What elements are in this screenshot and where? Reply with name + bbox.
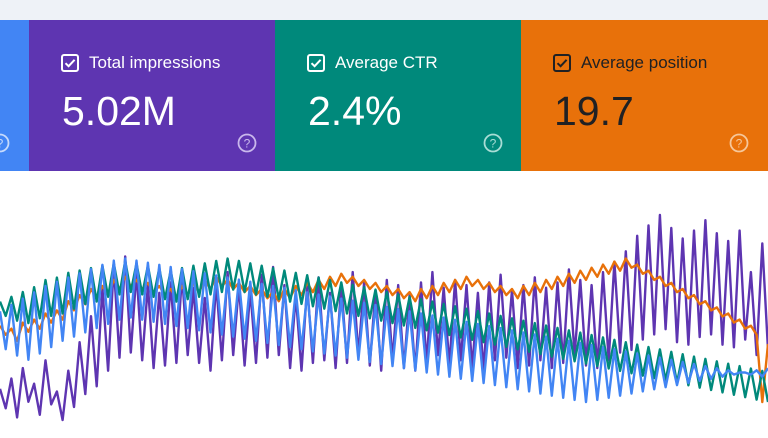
average-position-card[interactable]: Average position 19.7 ? bbox=[521, 20, 768, 171]
card-value: 19.7 bbox=[554, 88, 634, 134]
card-value: 5.02M bbox=[62, 88, 176, 134]
help-icon[interactable]: ? bbox=[482, 132, 504, 154]
svg-text:?: ? bbox=[0, 137, 4, 151]
help-icon[interactable]: ? bbox=[0, 132, 11, 154]
svg-text:?: ? bbox=[490, 137, 497, 151]
average-ctr-card[interactable]: Average CTR 2.4% ? bbox=[275, 20, 521, 171]
svg-text:?: ? bbox=[244, 137, 251, 151]
svg-text:?: ? bbox=[736, 137, 743, 151]
help-icon[interactable]: ? bbox=[236, 132, 258, 154]
card-label: Total impressions bbox=[89, 53, 221, 72]
checkbox-checked-icon[interactable] bbox=[553, 54, 571, 72]
card-label: Average CTR bbox=[335, 53, 438, 72]
card-label: Average position bbox=[581, 53, 708, 72]
card-value: 2.4% bbox=[308, 88, 402, 134]
help-icon[interactable]: ? bbox=[728, 132, 750, 154]
series-line-3 bbox=[0, 257, 768, 404]
total-impressions-card[interactable]: Total impressions 5.02M ? bbox=[29, 20, 275, 171]
performance-chart[interactable] bbox=[0, 195, 768, 438]
checkbox-checked-icon[interactable] bbox=[61, 54, 79, 72]
top-strip bbox=[0, 0, 768, 20]
total-clicks-card-partial[interactable]: ? bbox=[0, 20, 29, 171]
series-line-0 bbox=[0, 213, 768, 422]
checkbox-checked-icon[interactable] bbox=[307, 54, 325, 72]
